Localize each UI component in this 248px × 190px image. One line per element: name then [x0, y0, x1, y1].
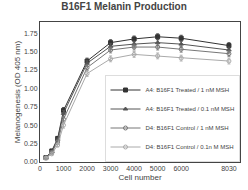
svg-text:0.75: 0.75	[24, 103, 38, 110]
svg-text:2000: 2000	[79, 165, 95, 172]
svg-text:3000: 3000	[103, 165, 119, 172]
svg-text:1.50: 1.50	[24, 48, 38, 55]
svg-text:1.75: 1.75	[24, 30, 38, 37]
svg-text:D4: B16F1 Control / 0.1n M MSH: D4: B16F1 Control / 0.1n M MSH	[146, 144, 234, 150]
svg-text:1.25: 1.25	[24, 66, 38, 73]
svg-text:D4: B16F1 Control / 1 nM MSH: D4: B16F1 Control / 1 nM MSH	[146, 125, 229, 131]
svg-text:0.50: 0.50	[24, 122, 38, 129]
svg-text:0: 0	[38, 165, 42, 172]
svg-text:A4: B16F1 Treated / 0.1 nM MSH: A4: B16F1 Treated / 0.1 nM MSH	[146, 106, 235, 112]
svg-text:1000: 1000	[56, 165, 72, 172]
svg-text:8030: 8030	[221, 165, 237, 172]
svg-text:B16F1 Melanin Production: B16F1 Melanin Production	[61, 1, 187, 12]
svg-text:4000: 4000	[126, 165, 142, 172]
svg-text:Melanogenesis (OD 405 nm): Melanogenesis (OD 405 nm)	[13, 41, 22, 144]
svg-text:Cell number: Cell number	[118, 173, 161, 182]
svg-text:0.00: 0.00	[24, 158, 38, 165]
svg-text:1.00: 1.00	[24, 85, 38, 92]
svg-text:0.25: 0.25	[24, 140, 38, 147]
svg-text:6000: 6000	[173, 165, 189, 172]
svg-text:A4: B16F1 Treated / 1 nM MSH: A4: B16F1 Treated / 1 nM MSH	[146, 87, 230, 93]
svg-text:5000: 5000	[150, 165, 166, 172]
